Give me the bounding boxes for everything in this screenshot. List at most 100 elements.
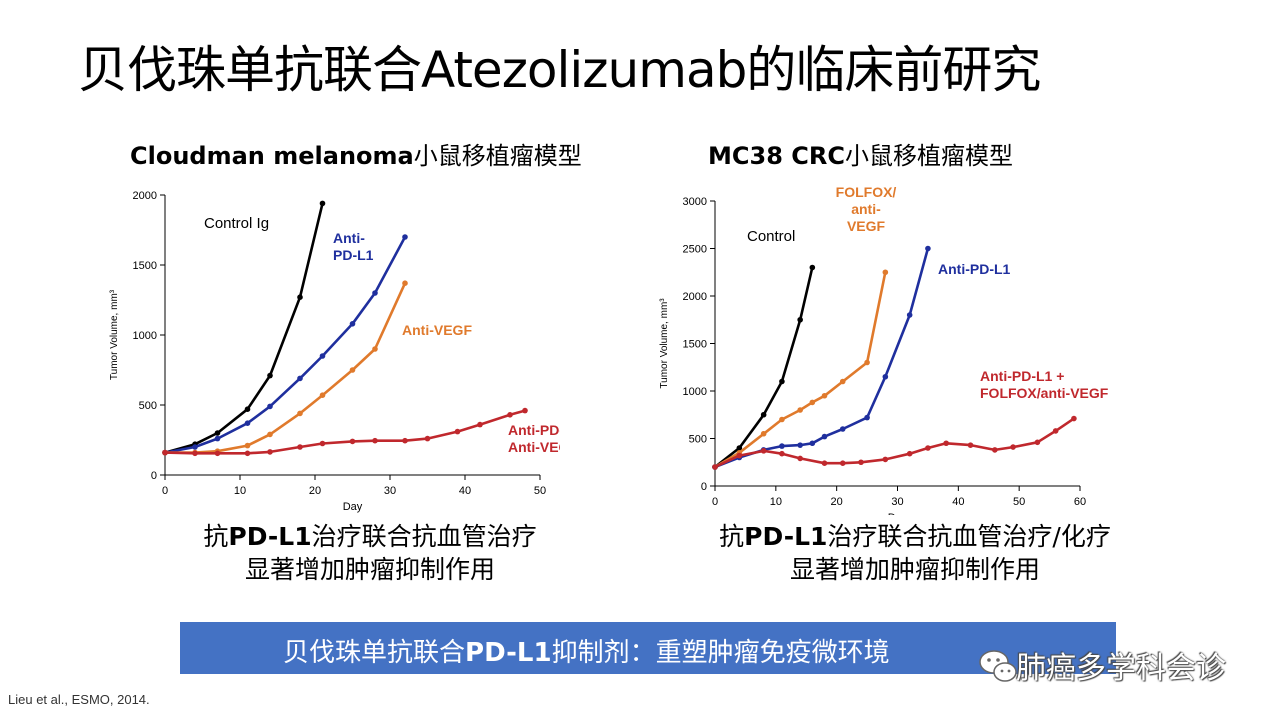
data-point	[797, 407, 803, 413]
y-tick-label: 1500	[683, 339, 707, 351]
y-tick-label: 0	[151, 470, 157, 482]
left-chart-subtitle: Cloudman melanoma小鼠移植瘤模型	[130, 136, 582, 171]
right-subtitle-latin: MC38 CRC	[708, 142, 845, 170]
x-tick-label: 10	[770, 496, 782, 508]
data-point	[779, 416, 785, 423]
left-caption-pre: 抗	[203, 522, 229, 551]
data-point	[267, 403, 273, 410]
data-point	[797, 442, 803, 448]
left-subtitle-latin: Cloudman melanoma	[130, 142, 414, 170]
data-point	[402, 234, 408, 240]
data-point	[244, 420, 251, 426]
data-point	[402, 437, 408, 444]
data-point	[214, 435, 221, 442]
series-label: anti-	[851, 201, 881, 217]
x-tick-label: 30	[891, 496, 903, 508]
data-point	[244, 406, 251, 412]
data-point	[797, 316, 803, 323]
x-tick-label: 40	[459, 485, 471, 497]
series-line	[714, 272, 887, 469]
data-point	[297, 410, 303, 417]
data-point	[882, 456, 889, 463]
citation: Lieu et al., ESMO, 2014.	[8, 692, 150, 707]
right-caption-post: 治疗联合抗血管治疗/化疗	[827, 522, 1111, 551]
crc-tumor-volume-chart: 0 10 20 30 40 50 60 0 500 1000 1500 2000 2500 3000 Day…	[659, 185, 1109, 515]
data-point	[1052, 428, 1059, 434]
data-point	[864, 414, 870, 421]
data-point	[349, 367, 356, 373]
y-tick-label: 2500	[683, 244, 707, 256]
right-chart-subtitle: MC38 CRC小鼠移植瘤模型	[708, 136, 1013, 171]
x-tick-label: 20	[309, 485, 321, 497]
data-point	[906, 450, 913, 457]
data-point	[736, 445, 743, 451]
right-subtitle-cjk: 小鼠移植瘤模型	[844, 142, 1013, 170]
series-line	[714, 417, 1075, 469]
data-point	[297, 294, 303, 300]
data-point	[712, 464, 718, 470]
series-label: Anti-VEGF	[402, 322, 472, 338]
data-point	[424, 435, 431, 442]
x-axis-label: Day	[888, 512, 908, 515]
series-label: Anti-PD-L1	[938, 261, 1011, 277]
data-point	[809, 399, 816, 406]
data-point	[319, 200, 326, 207]
left-caption-bold: PD-L1	[228, 522, 312, 551]
data-point	[925, 245, 931, 252]
data-point	[864, 359, 870, 366]
data-point	[319, 353, 326, 359]
left-caption-line2: 显著增加肿瘤抑制作用	[244, 555, 495, 584]
x-axis-label: Day	[343, 501, 363, 513]
data-point	[882, 269, 889, 276]
summary-banner	[180, 622, 1116, 674]
data-point	[297, 444, 303, 450]
y-tick-label: 2000	[133, 190, 157, 202]
series-label: Control Ig	[204, 215, 269, 232]
data-point	[779, 443, 785, 449]
data-point	[882, 373, 889, 380]
data-point	[736, 452, 743, 459]
data-point	[858, 459, 864, 466]
data-point	[244, 450, 251, 457]
y-tick-label: 2000	[683, 291, 707, 303]
data-point	[372, 290, 378, 296]
data-point	[477, 421, 483, 428]
data-point	[821, 392, 828, 399]
data-point	[402, 280, 408, 286]
x-tick-label: 30	[384, 485, 396, 497]
wechat-icon	[979, 650, 1017, 682]
data-point	[192, 444, 198, 450]
x-tick-label: 0	[162, 485, 168, 497]
data-point	[267, 449, 273, 455]
x-tick-label: 40	[952, 496, 964, 508]
data-point	[779, 378, 785, 385]
watermark-text: 肺癌多学科会诊	[1016, 651, 1226, 686]
series-label: Anti-PD-L1 +	[508, 422, 560, 438]
left-subtitle-cjk: 小鼠移植瘤模型	[413, 142, 582, 170]
x-tick-label: 60	[1074, 496, 1086, 508]
data-point	[244, 442, 251, 449]
summary-banner-text: 贝伐珠单抗联合PD-L1抑制剂：重塑肿瘤免疫微环境	[283, 632, 890, 669]
banner-bold: PD-L1	[465, 638, 552, 668]
data-point	[760, 448, 767, 454]
y-tick-label: 0	[701, 481, 707, 493]
y-tick-label: 1000	[683, 386, 707, 398]
series-line	[164, 236, 407, 454]
data-point	[297, 375, 303, 382]
data-point	[267, 372, 273, 379]
data-point	[821, 460, 828, 467]
x-tick-label: 20	[831, 496, 843, 508]
data-point	[839, 426, 846, 432]
data-point	[943, 440, 949, 447]
data-point	[319, 392, 326, 398]
x-tick-label: 0	[712, 496, 718, 508]
data-point	[967, 442, 974, 448]
banner-prefix: 贝伐珠单抗联合	[283, 638, 466, 668]
data-point	[372, 346, 378, 352]
data-point	[779, 450, 785, 457]
y-axis-label: Tumor Volume, mm³	[109, 289, 120, 380]
data-point	[1034, 439, 1041, 446]
data-point	[760, 411, 767, 418]
x-tick-label: 50	[1013, 496, 1025, 508]
